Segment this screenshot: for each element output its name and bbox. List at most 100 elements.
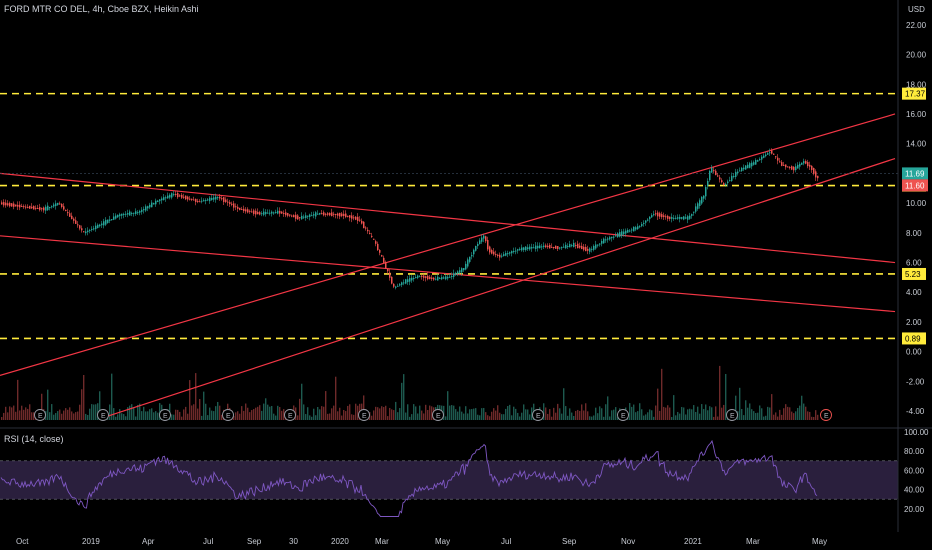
volume-bar	[109, 404, 111, 420]
candle-body	[7, 203, 9, 206]
earnings-marker[interactable]: E	[820, 409, 832, 421]
volume-bar	[465, 406, 467, 420]
earnings-marker[interactable]: E	[726, 409, 738, 421]
candle-body	[757, 160, 759, 162]
price-tick: 6.00	[906, 259, 922, 268]
candle-body	[211, 197, 213, 200]
volume-bar	[595, 407, 597, 420]
earnings-marker[interactable]: E	[617, 409, 629, 421]
volume-bar	[555, 412, 557, 420]
volume-bar	[753, 411, 755, 420]
volume-bar	[115, 416, 117, 420]
candle-body	[623, 231, 625, 235]
candle-body	[625, 230, 627, 234]
trendline[interactable]	[104, 157, 896, 418]
volume-bar	[251, 410, 253, 420]
support-resistance-lines[interactable]: 17.3711.185.230.89	[0, 87, 926, 345]
candle-body	[145, 206, 147, 211]
volume-bar	[387, 416, 389, 420]
earnings-marker[interactable]: E	[284, 409, 296, 421]
candle-body	[141, 209, 143, 212]
volume-bar	[243, 410, 245, 420]
candle-body	[341, 213, 343, 217]
volume-bar	[211, 410, 213, 420]
candle-body	[83, 231, 85, 233]
trendline[interactable]	[0, 172, 896, 264]
trendline[interactable]	[0, 235, 896, 313]
candle-body	[695, 206, 697, 212]
trendline[interactable]	[0, 113, 896, 377]
candle-body	[665, 216, 667, 218]
candle-body	[675, 217, 677, 219]
candle-body	[423, 275, 425, 278]
volume-bar	[313, 408, 315, 420]
candle-body	[197, 200, 199, 202]
earnings-marker[interactable]: E	[34, 409, 46, 421]
candle-body	[81, 228, 83, 231]
earnings-marker[interactable]: E	[159, 409, 171, 421]
candle-body	[541, 246, 543, 248]
candle-body	[687, 216, 689, 220]
rsi-axis[interactable]: 100.00 80.00 60.00 40.00 20.00	[904, 428, 929, 514]
volume-bar	[153, 412, 155, 420]
earnings-marker[interactable]: E	[358, 409, 370, 421]
candle-body	[87, 230, 89, 233]
candle-body	[529, 246, 531, 250]
candle-body	[131, 212, 133, 214]
volume-bar	[687, 409, 689, 420]
candle-body	[785, 164, 787, 168]
candle-body	[685, 217, 687, 219]
time-axis[interactable]: Oct 2019 Apr Jul Sep 30 2020 Mar May Jul Sep Nov 202…	[16, 537, 827, 546]
price-axis[interactable]: 22.0020.0018.0016.0014.0012.0010.008.006…	[906, 21, 927, 416]
volume-bar	[53, 414, 55, 420]
volume-bar	[17, 379, 19, 420]
volume-bar	[763, 416, 765, 420]
candle-body	[539, 245, 541, 249]
candle-body	[659, 213, 661, 217]
volume-bar	[815, 410, 817, 420]
volume-bar	[325, 391, 327, 420]
candle-body	[571, 245, 573, 247]
price-tick: 18.00	[906, 80, 927, 89]
volume-bar	[117, 414, 119, 420]
earnings-marker[interactable]: E	[222, 409, 234, 421]
earnings-marker[interactable]: E	[432, 409, 444, 421]
candle-body	[205, 199, 207, 201]
volume-bar	[375, 406, 377, 420]
volume-bar	[347, 405, 349, 420]
candle-body	[487, 240, 489, 250]
candle-body	[797, 164, 799, 169]
earnings-letter: E	[730, 413, 735, 420]
volume-bar	[813, 416, 815, 420]
volume-bar	[271, 405, 273, 420]
volume-bar	[125, 416, 127, 420]
candle-body	[229, 202, 231, 205]
volume-bar	[277, 405, 279, 420]
candle-body	[523, 247, 525, 250]
trendlines[interactable]	[0, 113, 898, 418]
candle-body	[597, 244, 599, 246]
earnings-letter: E	[288, 413, 293, 420]
time-tick: Sep	[562, 537, 577, 546]
candle-body	[347, 215, 349, 217]
candle-body	[673, 217, 675, 219]
earnings-marker[interactable]: E	[97, 409, 109, 421]
candle-body	[201, 200, 203, 202]
volume-bar	[407, 404, 409, 420]
volume-bar	[757, 412, 759, 420]
candle-body	[153, 202, 155, 205]
volume-bar	[261, 410, 263, 420]
candle-body	[453, 273, 455, 277]
earnings-marker[interactable]: E	[532, 409, 544, 421]
candle-body	[709, 170, 711, 181]
candle-body	[813, 168, 815, 174]
volume-bar	[77, 411, 79, 420]
volume-bar	[425, 404, 427, 420]
candle-body	[745, 165, 747, 170]
volume-bar	[791, 411, 793, 420]
volume-bar	[317, 406, 319, 420]
candle-body	[225, 199, 227, 202]
volume-bar	[151, 408, 153, 420]
